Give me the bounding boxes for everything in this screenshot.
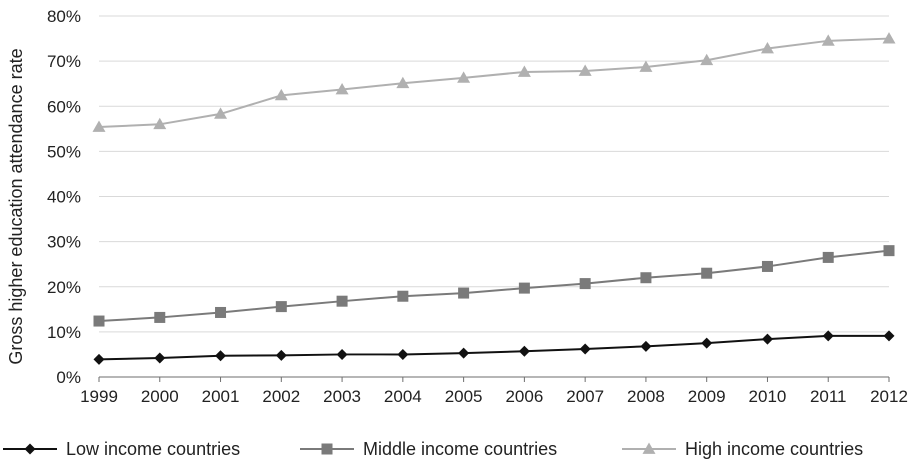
- gridlines: [99, 15, 889, 333]
- y-tick-label: 20%: [47, 278, 81, 297]
- legend-swatch-marker: [321, 443, 333, 455]
- data-point: [701, 337, 713, 349]
- legend-item: High income countries: [622, 439, 863, 459]
- x-tick-label: 2009: [688, 387, 726, 406]
- legend-item: Middle income countries: [300, 439, 557, 459]
- y-tick-label: 60%: [47, 97, 81, 116]
- data-point: [761, 260, 773, 272]
- data-point: [518, 282, 530, 294]
- legend-label: High income countries: [685, 439, 863, 459]
- data-point: [821, 34, 835, 46]
- data-point: [335, 83, 349, 95]
- x-tick-label: 1999: [80, 387, 118, 406]
- x-tick-label: 2004: [384, 387, 422, 406]
- data-point: [517, 65, 531, 77]
- series-0: [93, 330, 895, 365]
- data-point: [761, 333, 773, 345]
- data-point: [579, 278, 591, 290]
- x-tick-label: 2010: [749, 387, 787, 406]
- data-point: [457, 71, 471, 83]
- series-lines: [92, 32, 896, 365]
- data-point: [275, 301, 287, 313]
- data-point: [215, 350, 227, 362]
- legend-item: Low income countries: [3, 439, 240, 459]
- data-point: [93, 315, 105, 327]
- y-tick-label: 40%: [47, 188, 81, 207]
- data-point: [701, 267, 713, 279]
- y-tick-label: 50%: [47, 142, 81, 161]
- data-point: [397, 348, 409, 360]
- data-point: [396, 76, 410, 89]
- x-tick-label: 2001: [202, 387, 240, 406]
- legend-swatch-marker: [642, 442, 656, 454]
- data-point: [639, 60, 653, 72]
- data-point: [397, 290, 409, 302]
- data-point: [458, 287, 470, 299]
- axes: 0% 10% 20% 30% 40% 50% 60% 70% 80% 1999 2000 2001 20…: [47, 7, 908, 406]
- x-tick-label: 2000: [141, 387, 179, 406]
- data-point: [883, 330, 895, 342]
- x-tick-label: 2008: [627, 387, 665, 406]
- x-tick-label: 2005: [445, 387, 483, 406]
- x-tick-label: 2011: [810, 387, 847, 406]
- y-tick-label: 80%: [47, 7, 81, 26]
- data-point: [822, 330, 834, 342]
- x-tick-label: 2006: [505, 387, 543, 406]
- data-point: [92, 120, 106, 132]
- data-point: [93, 353, 105, 365]
- data-point: [274, 88, 288, 101]
- series-1: [93, 245, 895, 327]
- series-line: [98, 334, 889, 361]
- legend: Low income countries Middle income countr…: [3, 439, 863, 459]
- data-point: [640, 340, 652, 352]
- series-line: [98, 249, 890, 323]
- data-point: [640, 272, 652, 284]
- y-tick-label: 10%: [47, 323, 81, 342]
- x-tick-label: 2012: [870, 387, 908, 406]
- data-point: [214, 107, 228, 119]
- data-point: [822, 251, 834, 263]
- data-point: [760, 41, 774, 54]
- x-tick-label: 2007: [566, 387, 604, 406]
- data-point: [154, 352, 166, 364]
- legend-label: Low income countries: [66, 439, 240, 459]
- data-point: [336, 295, 348, 307]
- data-point: [883, 245, 895, 257]
- data-point: [154, 311, 166, 323]
- y-axis-title: Gross higher education attendance rate: [6, 48, 26, 364]
- series-line: [98, 37, 890, 129]
- data-point: [579, 343, 591, 355]
- series-2: [92, 32, 896, 132]
- data-point: [700, 53, 714, 66]
- data-point: [215, 306, 227, 318]
- y-tick-label: 0%: [56, 368, 81, 387]
- x-tick-label: 2003: [323, 387, 361, 406]
- data-point: [518, 345, 530, 357]
- y-tick-label: 30%: [47, 233, 81, 252]
- data-point: [578, 64, 592, 76]
- legend-swatch-marker: [24, 443, 36, 455]
- data-point: [153, 117, 167, 130]
- y-tick-label: 70%: [47, 52, 81, 71]
- data-point: [458, 347, 470, 359]
- legend-label: Middle income countries: [363, 439, 557, 459]
- data-point: [336, 348, 348, 360]
- data-point: [882, 32, 896, 44]
- x-tick-label: 2002: [262, 387, 300, 406]
- data-point: [275, 349, 287, 361]
